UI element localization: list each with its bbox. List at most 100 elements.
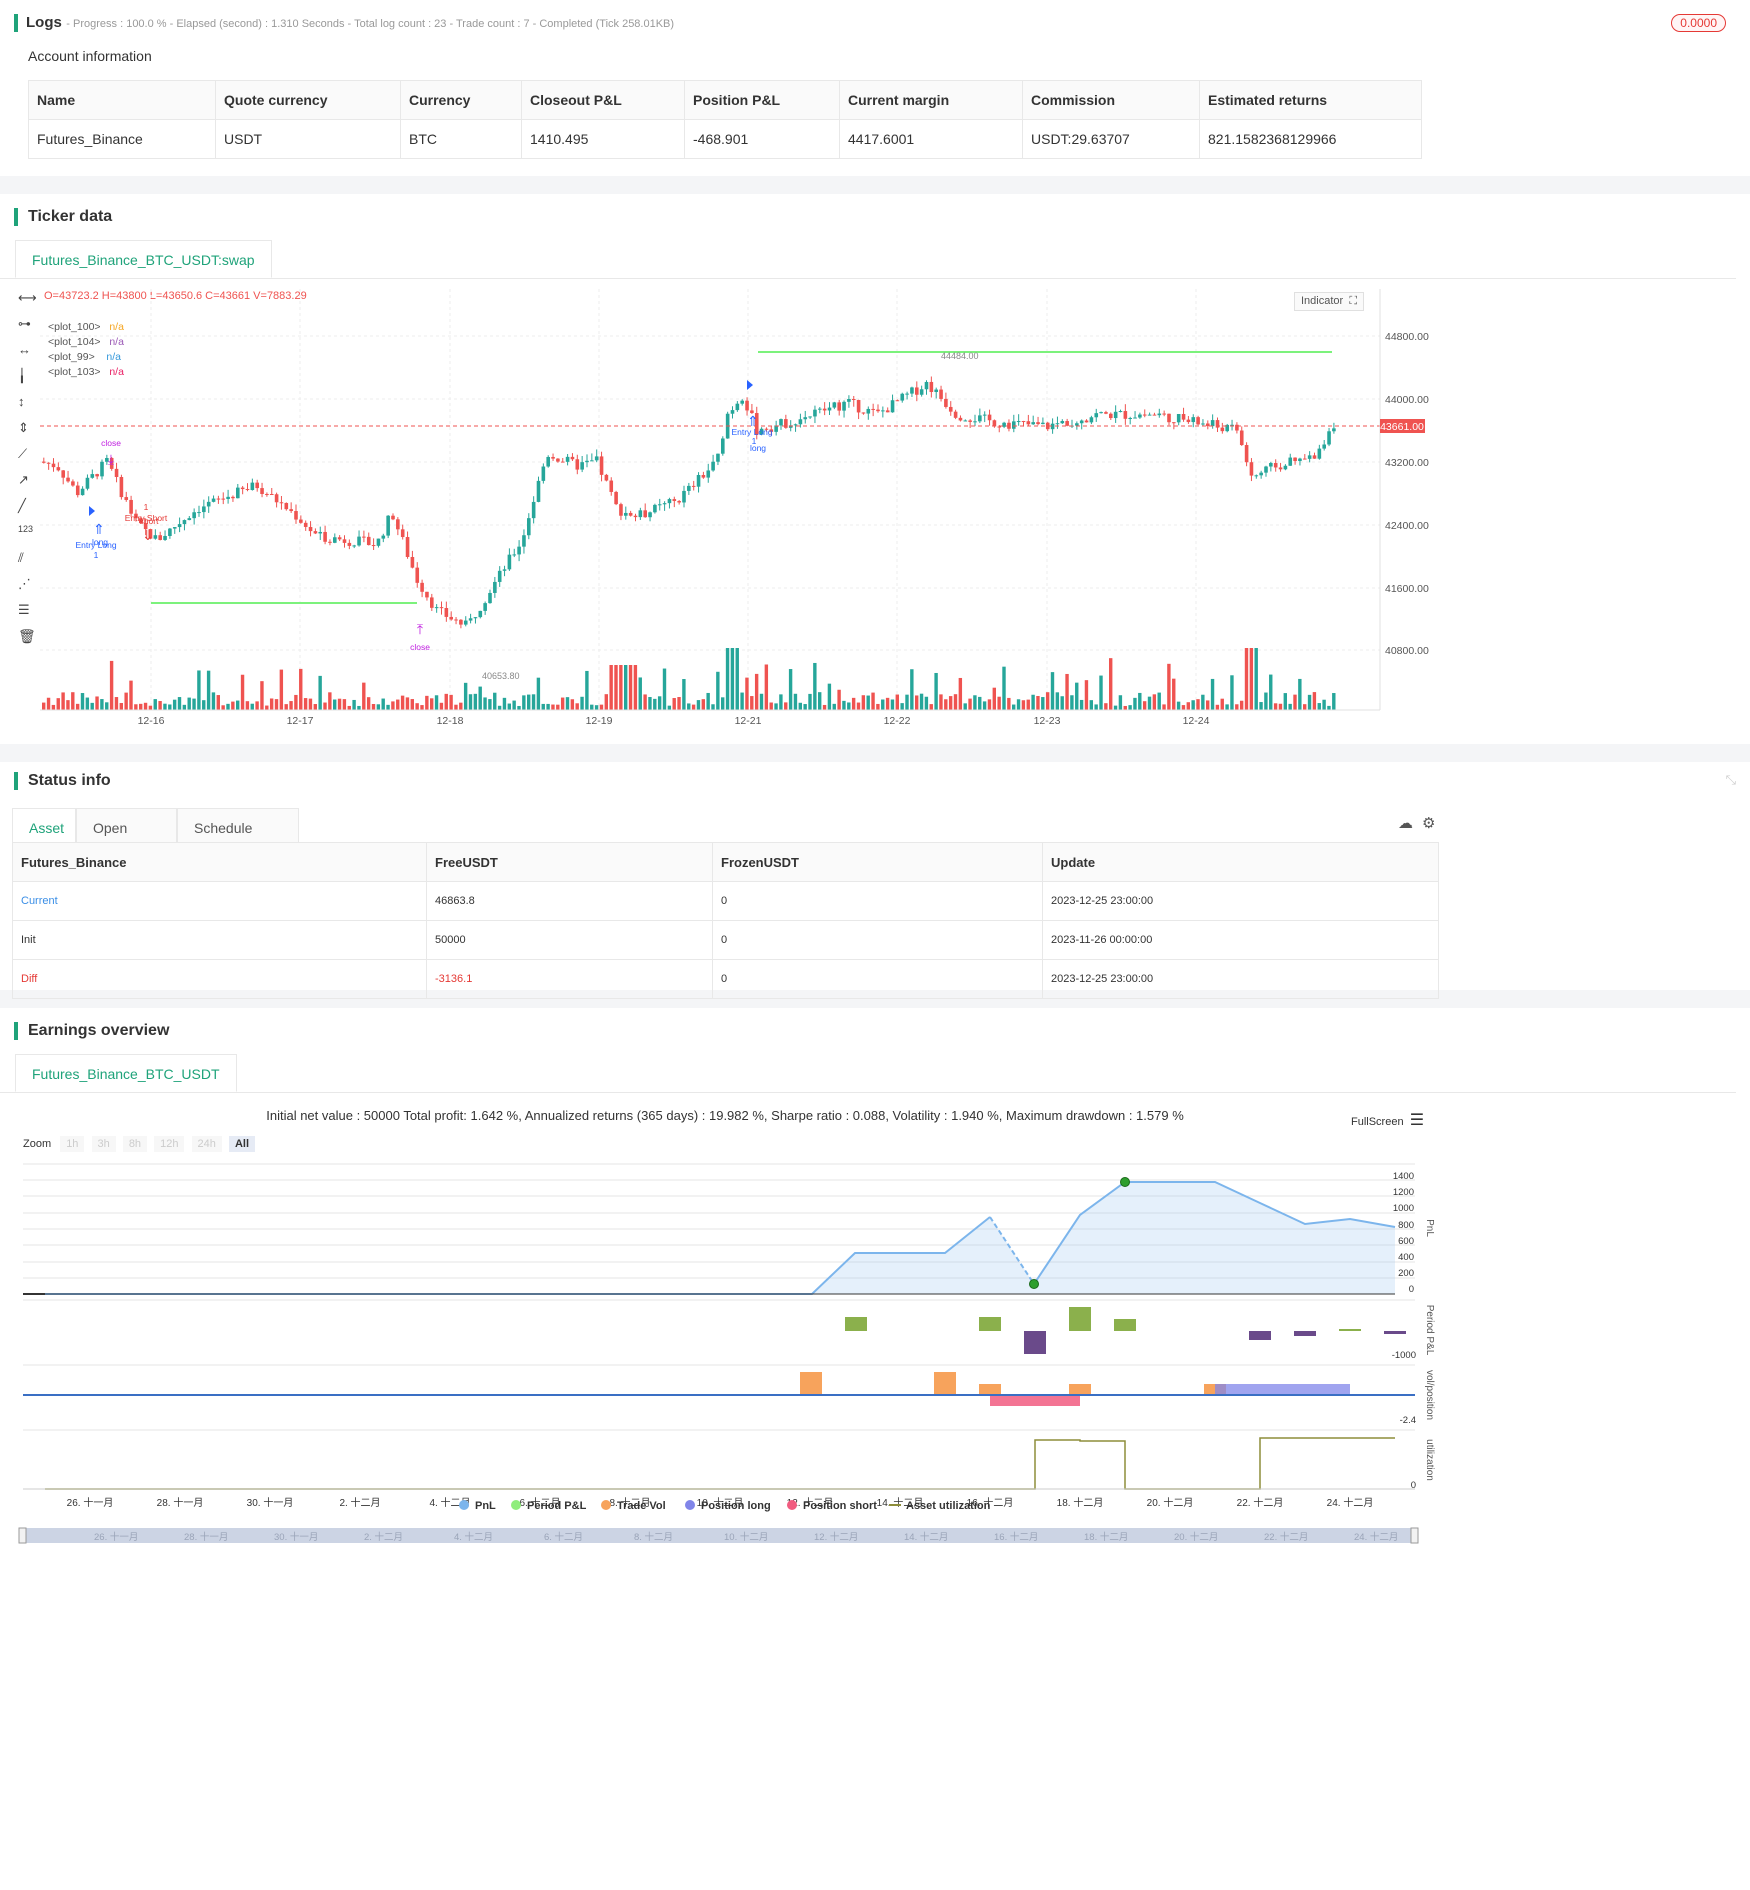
pnl-axis-title: PnL [1424,1219,1435,1237]
parallel-channel-tool-icon[interactable]: ⫽ [18,550,24,565]
candle-body [1244,445,1249,463]
zoom-3h-button[interactable]: 3h [91,1136,116,1152]
candle-body [1322,444,1326,449]
menu-icon: ☰ [1409,1112,1425,1129]
zoom-bar: Zoom 1h 3h 8h 12h 24h All [23,1136,256,1152]
account-header: Quote currency [215,80,401,120]
fib-levels-tool-icon[interactable]: ☰ [18,602,30,617]
tab-schedule-orders[interactable]: Schedule orders [177,808,299,874]
volume-bar [934,672,938,710]
volume-bar [269,698,274,710]
candle-body [740,400,744,404]
legend-item[interactable]: Position short [787,1500,877,1512]
volume-bar [774,703,778,710]
extended-line-tool-icon[interactable]: ↔ [18,342,31,357]
volume-bar [192,698,196,710]
volume-bar [1312,692,1317,710]
zoom-all-button[interactable]: All [228,1136,256,1152]
candle-body [221,498,226,500]
entry-long-label-2: Entry Long [731,427,772,437]
indicator-button[interactable]: Indicator ⛶ [1294,292,1365,311]
candle-body [682,490,686,503]
candle-body [716,453,720,462]
cloud-download-icon[interactable]: ☁ [1398,815,1413,832]
candle-body [177,524,182,528]
volume-bar [992,687,996,710]
candle-body [1065,421,1069,426]
volume-bar [357,705,361,710]
candle-body [1138,414,1142,418]
legend-item[interactable]: Trade Vol [601,1500,666,1512]
vertical-segment-tool-icon[interactable]: ╽ [18,368,26,383]
candle-body [206,501,211,507]
candle-body [585,460,589,463]
asset-cell: Diff [12,959,427,999]
volume-bar [318,675,322,710]
volume-bar [919,693,924,710]
volume-bar [1176,701,1181,710]
tab-asset[interactable]: Asset [12,808,76,846]
volume-bar [1016,699,1021,710]
volume-bar [1269,674,1273,710]
volume-bar [1152,694,1157,710]
horizontal-ray-tool-icon[interactable]: ⊶ [18,316,31,331]
earnings-chart[interactable]: 1400 1200 1000 800 600 400 200 0 PnL -10… [0,1008,1750,1890]
volume-bar [973,695,977,710]
volume-bar [997,696,1001,710]
gear-icon[interactable]: ⚙ [1422,815,1436,832]
zoom-8h-button[interactable]: 8h [122,1136,148,1152]
vertical-ray-tool-icon[interactable]: ⇕ [18,420,29,435]
candle-body [919,389,924,395]
navigator-track[interactable] [23,1528,1415,1543]
candle-body [599,456,604,475]
legend-item[interactable]: Asset utilization [889,1500,991,1512]
volume-bar [638,677,642,710]
zoom-12h-button[interactable]: 12h [154,1136,185,1152]
candle-body [1181,413,1186,420]
ray-line-tool-icon[interactable]: ↗ [18,472,29,487]
navigator-left-handle[interactable] [18,1527,27,1544]
trend-line-tool-icon[interactable]: ⟋ [18,446,28,461]
tab-open-orders[interactable]: Open orders [76,808,177,874]
volume-bar [585,670,589,710]
segment-tool-icon[interactable]: ╱ [18,498,26,513]
candle-body [953,411,958,418]
fib-tool-icon[interactable]: ⋰ [18,576,31,591]
price-line-tool-icon[interactable]: 123 [18,524,34,534]
zoom-24h-button[interactable]: 24h [191,1136,222,1152]
legend-item[interactable]: Position long [685,1500,771,1512]
volume-bar [900,703,904,710]
legend-item[interactable]: PnL [459,1500,496,1512]
candle-body [129,499,133,514]
candle-body [269,494,274,496]
account-cell: 4417.6001 [839,119,1023,159]
candle-body [982,414,987,416]
drawing-toolbar: ⟷ ⊶ ↔ ╽ ↕ ⇕ ⟋ ↗ ╱ 123 ⫽ ⋰ ☰ 🗑 [18,290,40,654]
volume-bar [216,695,220,710]
tab-earnings-symbol[interactable]: Futures_Binance_BTC_USDT [15,1054,237,1092]
navigator-right-handle[interactable] [1410,1527,1419,1544]
tab-ticker-symbol[interactable]: Futures_Binance_BTC_USDT:swap [15,240,272,278]
candlestick-chart[interactable]: 44800.00 44000.00 43200.00 42400.00 41600.00… [0,194,1750,744]
volume-bar [371,703,376,710]
legend-item[interactable]: Period P&L [511,1500,587,1512]
volume-bar [143,702,148,710]
vertical-line-tool-icon[interactable]: ↕ [18,394,25,409]
candle-body [813,409,817,417]
fullscreen-button[interactable]: FullScreen ☰ [1351,1110,1424,1130]
collapse-icon[interactable]: ⤡ [1725,772,1736,787]
candle-body [546,456,550,467]
earnings-date-tick: 20. 十二月 [1147,1496,1194,1509]
horizontal-line-tool-icon[interactable]: ⟷ [18,290,37,305]
earnings-date-tick: 24. 十二月 [1327,1496,1374,1509]
trash-icon[interactable]: 🗑 [18,628,36,644]
zoom-1h-button[interactable]: 1h [60,1136,85,1152]
candle-body [1084,420,1089,423]
candle-body [1060,421,1065,424]
volume-bar [948,696,953,710]
candle-body [294,511,298,520]
legend-plot-104: <plot_104> n/a [48,336,124,348]
volume-bar [871,692,875,710]
volume-bar [1055,692,1060,710]
earnings-legend[interactable]: PnL Period P&L Trade Vol Position long Posit… [459,1500,991,1512]
